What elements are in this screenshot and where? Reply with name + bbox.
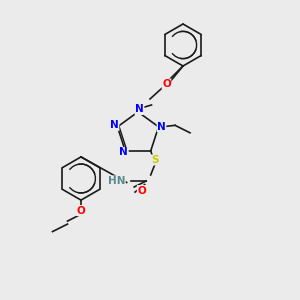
Text: O: O [162, 79, 171, 89]
Text: O: O [76, 206, 85, 216]
Text: O: O [137, 186, 146, 196]
Text: N: N [157, 122, 166, 132]
Text: HN: HN [108, 176, 125, 186]
Text: N: N [135, 104, 144, 115]
Text: N: N [119, 148, 128, 158]
Text: N: N [110, 120, 119, 130]
Text: S: S [152, 155, 159, 165]
